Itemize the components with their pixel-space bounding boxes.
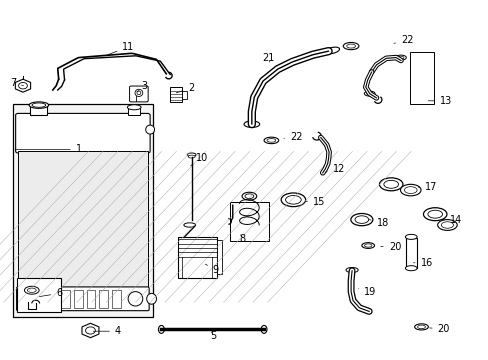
Ellipse shape (137, 91, 141, 95)
Ellipse shape (423, 208, 446, 221)
Ellipse shape (379, 178, 402, 191)
Text: 4: 4 (93, 326, 121, 336)
Bar (23, 290, 32, 308)
Ellipse shape (404, 187, 416, 194)
Ellipse shape (266, 139, 275, 142)
Ellipse shape (361, 243, 374, 248)
Text: 15: 15 (305, 197, 325, 207)
Ellipse shape (188, 155, 195, 158)
Ellipse shape (397, 56, 403, 59)
FancyBboxPatch shape (129, 86, 148, 102)
Ellipse shape (32, 103, 45, 107)
Bar (74, 290, 82, 308)
Bar (18, 151, 147, 302)
Text: 1: 1 (15, 144, 82, 154)
Bar (216, 240, 222, 274)
Bar (177, 237, 216, 278)
Text: 22: 22 (393, 35, 413, 45)
Ellipse shape (135, 89, 142, 96)
Circle shape (85, 327, 95, 334)
Bar (86, 290, 95, 308)
Ellipse shape (346, 44, 355, 48)
Circle shape (19, 82, 27, 89)
Bar (99, 290, 108, 308)
Text: 2: 2 (176, 83, 194, 93)
Ellipse shape (244, 121, 259, 127)
Text: 6: 6 (40, 288, 62, 298)
Bar (182, 91, 186, 99)
Text: 20: 20 (380, 242, 400, 252)
Text: 19: 19 (358, 287, 376, 297)
Bar (229, 202, 268, 241)
Bar (405, 238, 416, 268)
Ellipse shape (364, 244, 371, 247)
Ellipse shape (128, 292, 142, 306)
Ellipse shape (414, 324, 427, 330)
Bar (128, 107, 140, 115)
Ellipse shape (24, 286, 39, 294)
Ellipse shape (383, 180, 398, 188)
Ellipse shape (29, 102, 49, 108)
Ellipse shape (261, 325, 266, 333)
Ellipse shape (242, 192, 256, 200)
Text: 10: 10 (190, 153, 207, 166)
Text: 20: 20 (429, 324, 449, 334)
Ellipse shape (366, 92, 372, 95)
Text: 18: 18 (368, 218, 388, 228)
Ellipse shape (27, 288, 36, 292)
Ellipse shape (395, 55, 406, 60)
Ellipse shape (350, 213, 372, 226)
Text: 22: 22 (284, 132, 302, 142)
FancyBboxPatch shape (17, 287, 149, 311)
Text: 17: 17 (418, 182, 437, 192)
Bar (13, 104, 152, 317)
Text: 9: 9 (205, 264, 219, 275)
FancyBboxPatch shape (16, 113, 150, 153)
Bar (17, 278, 61, 312)
Text: 21: 21 (262, 53, 274, 63)
Ellipse shape (437, 220, 456, 230)
Text: 13: 13 (427, 96, 451, 106)
Ellipse shape (440, 222, 453, 228)
Text: 11: 11 (107, 42, 134, 55)
Bar (170, 87, 182, 102)
Ellipse shape (405, 266, 416, 271)
Text: 14: 14 (442, 215, 461, 225)
Ellipse shape (183, 223, 195, 227)
Ellipse shape (325, 47, 339, 54)
Ellipse shape (285, 195, 301, 204)
Ellipse shape (281, 193, 305, 207)
Text: 16: 16 (413, 258, 432, 268)
Ellipse shape (145, 125, 154, 134)
Bar (112, 290, 121, 308)
Text: 3: 3 (137, 81, 148, 92)
Ellipse shape (264, 137, 278, 144)
Ellipse shape (354, 216, 368, 223)
Text: 8: 8 (239, 234, 245, 244)
Ellipse shape (343, 42, 358, 50)
Ellipse shape (146, 293, 156, 304)
Ellipse shape (345, 267, 357, 273)
Ellipse shape (187, 153, 196, 157)
Ellipse shape (158, 325, 164, 333)
Text: 12: 12 (325, 164, 344, 174)
Ellipse shape (127, 105, 141, 110)
Bar (30, 105, 47, 115)
Ellipse shape (364, 91, 374, 96)
Ellipse shape (417, 325, 425, 329)
Text: 7: 7 (10, 78, 23, 88)
Ellipse shape (427, 210, 442, 218)
Ellipse shape (244, 194, 253, 198)
Text: 5: 5 (210, 330, 216, 341)
Ellipse shape (400, 184, 420, 196)
Bar (36, 290, 44, 308)
Bar (48, 290, 57, 308)
Ellipse shape (405, 234, 416, 239)
Bar (61, 290, 70, 308)
